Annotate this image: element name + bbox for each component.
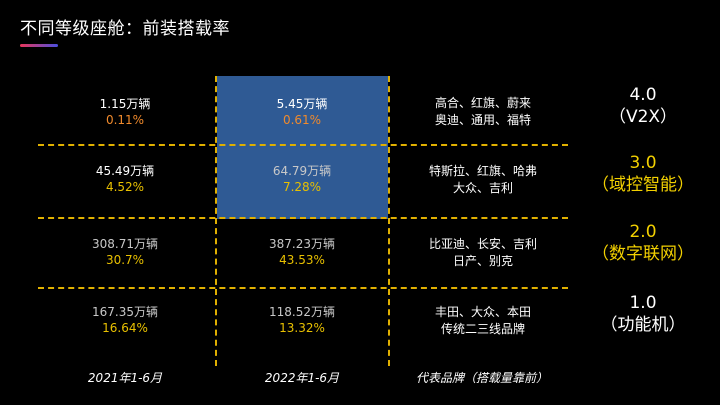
- units-value: 5.45万辆: [276, 97, 328, 111]
- level-name: （域控智能）: [592, 175, 694, 195]
- rate-value: 0.61%: [282, 113, 322, 127]
- brand-line: 比亚迪、长安、吉利: [428, 237, 537, 251]
- rate-value: 0.11%: [105, 113, 145, 127]
- row-divider-2: [38, 217, 568, 219]
- title-accent-bar: [20, 44, 58, 47]
- rate-value: 43.53%: [279, 253, 325, 267]
- rate-value: 16.64%: [102, 321, 148, 335]
- rate-value: 7.28%: [282, 180, 322, 194]
- brand-line: 奥迪、通用、福特: [434, 113, 531, 127]
- cell-2021-row2: 45.49万辆 4.52%: [50, 163, 200, 195]
- units-value: 118.52万辆: [269, 305, 335, 319]
- level-number: 3.0: [629, 153, 657, 173]
- level-name: （数字联网）: [592, 244, 694, 264]
- units-value: 167.35万辆: [92, 305, 158, 319]
- row-divider-1: [38, 144, 568, 146]
- rate-value: 30.7%: [105, 253, 145, 267]
- rate-value: 13.32%: [279, 321, 325, 335]
- level-row3: 2.0 （数字联网）: [578, 221, 708, 265]
- brands-row3: 比亚迪、长安、吉利 日产、别克: [398, 236, 568, 270]
- level-name: （V2X）: [608, 107, 678, 127]
- units-value: 64.79万辆: [272, 164, 332, 178]
- level-row4: 1.0 （功能机）: [578, 292, 708, 336]
- units-value: 387.23万辆: [269, 237, 335, 251]
- brand-line: 特斯拉、红旗、哈弗: [428, 164, 537, 178]
- column-divider-1: [215, 76, 217, 366]
- cell-2021-row4: 167.35万辆 16.64%: [50, 304, 200, 336]
- brand-line: 传统二三线品牌: [440, 322, 525, 336]
- level-number: 4.0: [629, 85, 657, 105]
- brand-line: 丰田、大众、本田: [434, 305, 531, 319]
- page-title: 不同等级座舱：前装搭载率: [20, 19, 230, 39]
- brands-row1: 高合、红旗、蔚来 奥迪、通用、福特: [398, 95, 568, 129]
- brand-line: 大众、吉利: [452, 181, 513, 195]
- cell-2022-row3: 387.23万辆 43.53%: [227, 236, 377, 268]
- column-label-2021: 2021年1-6月: [87, 371, 163, 385]
- level-number: 1.0: [629, 293, 657, 313]
- level-name: （功能机）: [600, 315, 686, 335]
- cell-2021-row1: 1.15万辆 0.11%: [50, 96, 200, 128]
- units-value: 45.49万辆: [95, 164, 155, 178]
- column-divider-2: [388, 76, 390, 366]
- rate-value: 4.52%: [105, 180, 145, 194]
- level-row1: 4.0 （V2X）: [578, 84, 708, 128]
- row-divider-3: [38, 287, 568, 289]
- cell-2022-row1: 5.45万辆 0.61%: [227, 96, 377, 128]
- highlight-block: [217, 76, 388, 219]
- units-value: 1.15万辆: [99, 97, 151, 111]
- brands-row2: 特斯拉、红旗、哈弗 大众、吉利: [398, 163, 568, 197]
- brands-row4: 丰田、大众、本田 传统二三线品牌: [398, 304, 568, 338]
- column-label-2022: 2022年1-6月: [264, 371, 340, 385]
- brand-line: 高合、红旗、蔚来: [434, 96, 531, 110]
- cell-2021-row3: 308.71万辆 30.7%: [50, 236, 200, 268]
- level-number: 2.0: [629, 222, 657, 242]
- column-label-brands: 代表品牌（搭载量靠前）: [415, 371, 548, 385]
- level-row2: 3.0 （域控智能）: [578, 152, 708, 196]
- brand-line: 日产、别克: [452, 254, 513, 268]
- cell-2022-row4: 118.52万辆 13.32%: [227, 304, 377, 336]
- units-value: 308.71万辆: [92, 237, 158, 251]
- cell-2022-row2: 64.79万辆 7.28%: [227, 163, 377, 195]
